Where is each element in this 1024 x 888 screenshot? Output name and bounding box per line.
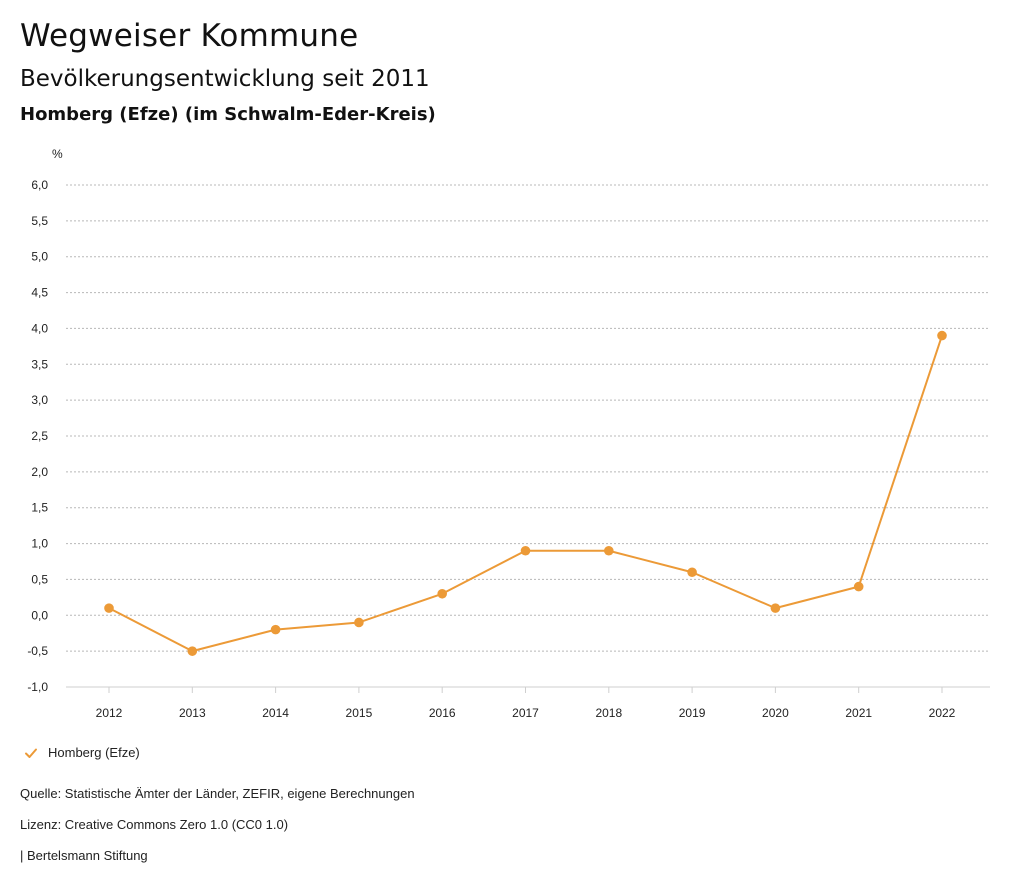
data-point[interactable] (187, 646, 198, 656)
x-tick-label: 2018 (595, 706, 622, 720)
line-chart: 6,0 5,5 5,0 4,5 4,0 3,5 3,0 2,5 2,0 1,5 1,0 0,5 0,0 -… (27, 147, 990, 720)
y-tick-label: 2,5 (31, 429, 48, 443)
x-tick-label: 2021 (845, 706, 872, 720)
x-tick-label: 2012 (96, 706, 123, 720)
data-point[interactable] (687, 567, 697, 578)
y-axis-unit-label: % (52, 147, 63, 161)
x-tick-label: 2014 (262, 706, 289, 720)
legend-label: Homberg (Efze) (48, 745, 140, 760)
y-tick-label: 3,0 (31, 393, 48, 407)
y-tick-label: -1,0 (27, 680, 48, 694)
data-point[interactable] (604, 545, 614, 556)
source-note: Quelle: Statistische Ämter der Länder, Z… (20, 786, 415, 801)
y-tick-label: 4,5 (31, 286, 48, 300)
y-tick-label: 3,5 (31, 357, 48, 371)
check-icon (25, 748, 37, 758)
x-tick-label: 2015 (346, 706, 373, 720)
x-tick-label: 2022 (929, 706, 956, 720)
x-tick-label: 2019 (679, 706, 706, 720)
series-line (108, 335, 943, 653)
x-tick-label: 2020 (762, 706, 789, 720)
publisher-note: | Bertelsmann Stiftung (20, 848, 148, 863)
data-point[interactable] (104, 603, 114, 613)
page-title: Wegweiser Kommune (20, 18, 359, 54)
x-tick-label: 2016 (429, 706, 456, 720)
y-tick-label: 1,0 (31, 537, 48, 551)
grid-lines (66, 184, 990, 688)
data-point[interactable] (937, 330, 947, 341)
y-tick-label: -0,5 (27, 644, 48, 658)
y-tick-label: 1,5 (31, 501, 48, 515)
data-point[interactable] (853, 581, 864, 592)
series-layer (104, 330, 947, 656)
region-title: Homberg (Efze) (im Schwalm-Eder-Kreis) (20, 104, 436, 125)
y-tick-label: 5,0 (31, 250, 48, 264)
y-tick-label: 2,0 (31, 465, 48, 479)
y-tick-label: 4,0 (31, 321, 48, 335)
data-point[interactable] (270, 624, 281, 635)
x-tick-label: 2017 (512, 706, 539, 720)
page-subtitle: Bevölkerungsentwicklung seit 2011 (20, 66, 430, 92)
data-point[interactable] (354, 617, 364, 628)
y-tick-label: 0,0 (31, 608, 48, 622)
x-axis: 2012 2013 2014 2015 2016 2017 2018 2019 2020 2021… (66, 686, 990, 720)
y-tick-label: 5,5 (31, 214, 48, 228)
data-point[interactable] (437, 588, 448, 599)
y-tick-label: 0,5 (31, 572, 48, 586)
data-point[interactable] (520, 545, 531, 556)
y-tick-label: 6,0 (31, 178, 48, 192)
legend-item[interactable]: Homberg (Efze) (24, 745, 140, 760)
y-axis-labels: 6,0 5,5 5,0 4,5 4,0 3,5 3,0 2,5 2,0 1,5 1,0 0,5 0,0 -… (27, 178, 48, 694)
data-point[interactable] (770, 603, 781, 613)
license-note: Lizenz: Creative Commons Zero 1.0 (CC0 1… (20, 817, 289, 832)
x-tick-label: 2013 (179, 706, 206, 720)
